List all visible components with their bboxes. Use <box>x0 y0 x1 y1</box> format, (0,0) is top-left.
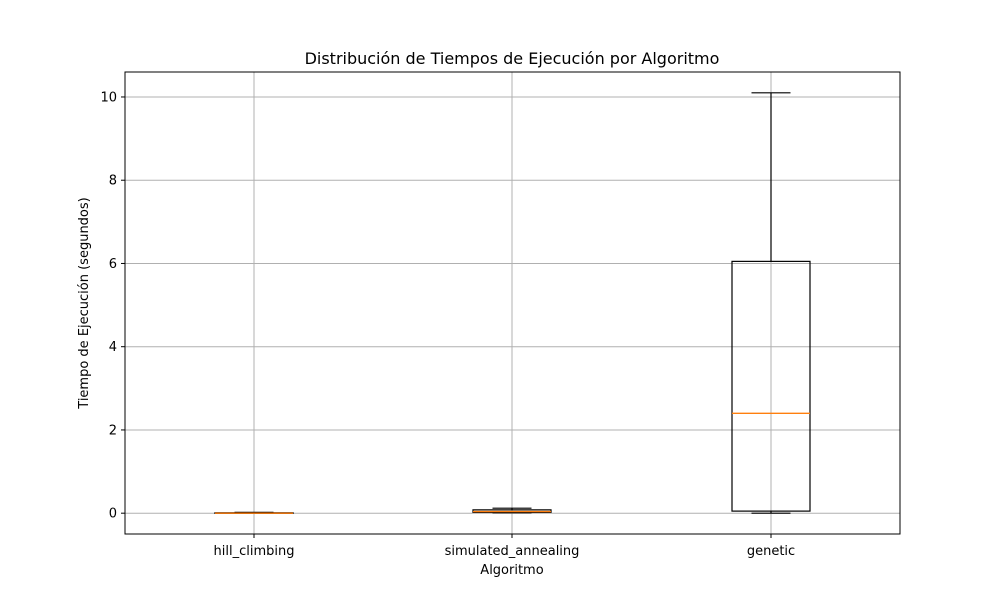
box-genetic <box>731 92 811 514</box>
y-tick-label: 6 <box>109 257 117 272</box>
box-layer <box>214 92 811 514</box>
x-tick-label: genetic <box>747 544 795 559</box>
box-hill_climbing <box>214 511 294 514</box>
y-tick-label: 10 <box>100 90 117 105</box>
y-tick-label: 4 <box>109 340 117 355</box>
y-tick-label: 8 <box>109 174 117 189</box>
box-simulated_annealing <box>472 507 552 514</box>
grid-layer <box>125 72 900 534</box>
tick-layer: 0 2 4 6 8 10 hill_climbing simulated_annealing g… <box>100 90 795 559</box>
iqr-box <box>731 260 811 512</box>
chart-title: Distribución de Tiempos de Ejecución por… <box>305 49 720 68</box>
x-axis-label: Algoritmo <box>480 563 543 578</box>
y-tick-label: 0 <box>109 507 117 522</box>
y-tick-label: 2 <box>109 423 117 438</box>
y-axis-label: Tiempo de Ejecución (segundos) <box>77 197 92 409</box>
x-tick-label: simulated_annealing <box>445 544 580 559</box>
x-tick-label: hill_climbing <box>214 544 295 559</box>
